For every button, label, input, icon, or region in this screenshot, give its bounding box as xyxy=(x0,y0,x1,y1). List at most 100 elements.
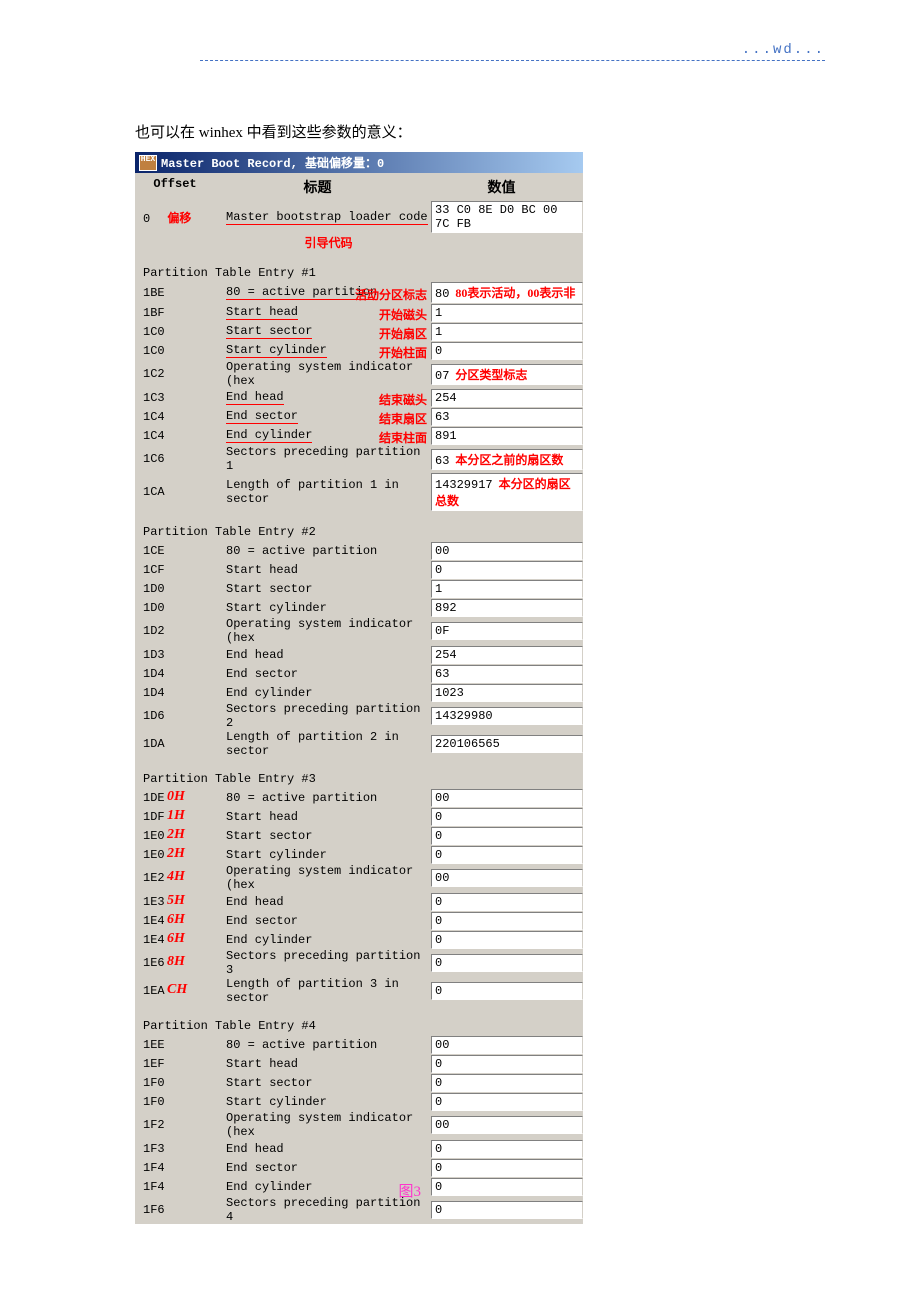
value-box[interactable]: 0 xyxy=(431,931,583,949)
row-title: 80 = active partition xyxy=(226,544,377,558)
table-row: 1DE0H80 = active partition00 xyxy=(135,788,583,807)
row-value: 0 xyxy=(435,984,442,998)
row-title: End sector xyxy=(226,409,298,424)
value-box[interactable]: 0F xyxy=(431,622,583,640)
row-title: Start head xyxy=(226,1057,298,1071)
value-box[interactable]: 0 xyxy=(431,342,583,360)
row-value: 1 xyxy=(435,325,442,339)
row-value: 0 xyxy=(435,895,442,909)
value-box[interactable]: 254 xyxy=(431,389,583,407)
value-box[interactable]: 1 xyxy=(431,304,583,322)
value-box[interactable]: 0 xyxy=(431,1201,583,1219)
value-box[interactable]: 0 xyxy=(431,893,583,911)
value-box[interactable]: 07分区类型标志 xyxy=(431,364,583,385)
value-box[interactable]: 0 xyxy=(431,982,583,1000)
value-box[interactable]: 00 xyxy=(431,869,583,887)
value-box[interactable]: 0 xyxy=(431,912,583,930)
value-box[interactable]: 63 xyxy=(431,665,583,683)
value-box[interactable]: 891 xyxy=(431,427,583,445)
value-box[interactable]: 63 xyxy=(431,408,583,426)
title-annotation: 结束磁头 xyxy=(379,391,427,408)
value-box[interactable]: 00 xyxy=(431,1116,583,1134)
row-title: End cylinder xyxy=(226,428,312,443)
row-value: 00 xyxy=(435,1118,449,1132)
offset-value: 1DE xyxy=(143,791,165,805)
table-row: 1CFStart head0 xyxy=(135,560,583,579)
offset-value: 1D0 xyxy=(143,601,165,615)
value-box[interactable]: 0 xyxy=(431,561,583,579)
offset-value: 1D4 xyxy=(143,667,165,681)
value-box[interactable]: 33 C0 8E D0 BC 00 7C FB xyxy=(431,201,583,233)
table-row: 1E68HSectors preceding partition 30 xyxy=(135,949,583,977)
row-value: 220106565 xyxy=(435,737,500,751)
table-row: 1CALength of partition 1 in sector143299… xyxy=(135,473,583,511)
row-title: End cylinder xyxy=(226,933,312,947)
table-row: 1D0Start sector1 xyxy=(135,579,583,598)
row-value: 254 xyxy=(435,648,457,662)
offset-value: 1DA xyxy=(143,737,165,751)
value-box[interactable]: 8080表示活动，00表示非 xyxy=(431,282,583,303)
row-title: End cylinder xyxy=(226,1180,312,1194)
value-box[interactable]: 1 xyxy=(431,580,583,598)
offset-value: 1D3 xyxy=(143,648,165,662)
value-box[interactable]: 0 xyxy=(431,954,583,972)
value-box[interactable]: 63本分区之前的扇区数 xyxy=(431,449,583,470)
value-box[interactable]: 14329917本分区的扇区总数 xyxy=(431,473,583,511)
offset-value: 1C0 xyxy=(143,344,165,358)
table-row: 1D3End head254 xyxy=(135,645,583,664)
row-title: End cylinder xyxy=(226,686,312,700)
row-value: 891 xyxy=(435,429,457,443)
table-row: 1DF1HStart head0 xyxy=(135,807,583,826)
row-title: Operating system indicator (hex xyxy=(226,864,413,892)
row-value: 0 xyxy=(435,1203,442,1217)
value-box[interactable]: 0 xyxy=(431,1178,583,1196)
offset-value: 1D6 xyxy=(143,709,165,723)
handwritten-offset: 0H xyxy=(167,789,185,805)
value-box[interactable]: 14329980 xyxy=(431,707,583,725)
offset-value: 1C0 xyxy=(143,325,165,339)
section-title: Partition Table Entry #1 xyxy=(135,252,583,282)
offset-value: 1F2 xyxy=(143,1118,165,1132)
row-value: 0 xyxy=(435,1095,442,1109)
value-box[interactable]: 0 xyxy=(431,1074,583,1092)
value-box[interactable]: 0 xyxy=(431,827,583,845)
header-link[interactable]: ...wd... xyxy=(742,42,825,58)
title-annotation: 引导代码 xyxy=(304,236,352,250)
value-box[interactable]: 220106565 xyxy=(431,735,583,753)
value-box[interactable]: 00 xyxy=(431,789,583,807)
offset-value: 1E2 xyxy=(143,871,165,885)
row-title: Length of partition 2 in sector xyxy=(226,730,399,758)
value-box[interactable]: 00 xyxy=(431,542,583,560)
value-box[interactable]: 254 xyxy=(431,646,583,664)
offset-value: 1D2 xyxy=(143,624,165,638)
offset-value: 1F4 xyxy=(143,1161,165,1175)
offset-value: 1E3 xyxy=(143,895,165,909)
table-row: 1F3End head0 xyxy=(135,1139,583,1158)
value-box[interactable]: 0 xyxy=(431,846,583,864)
offset-value: 1BE xyxy=(143,286,165,300)
offset-annotation: 偏移 xyxy=(167,211,191,225)
row-value: 0 xyxy=(435,1180,442,1194)
value-box[interactable]: 0 xyxy=(431,1159,583,1177)
value-box[interactable]: 1 xyxy=(431,323,583,341)
value-box[interactable]: 0 xyxy=(431,1055,583,1073)
value-box[interactable]: 1023 xyxy=(431,684,583,702)
row-value: 63 xyxy=(435,454,449,468)
row-value: 892 xyxy=(435,601,457,615)
handwritten-offset: 4H xyxy=(167,869,185,885)
value-box[interactable]: 0 xyxy=(431,808,583,826)
table-header: Offset 标题 数值 xyxy=(135,173,583,201)
value-box[interactable]: 0 xyxy=(431,1093,583,1111)
row-title: Start sector xyxy=(226,582,312,596)
value-box[interactable]: 0 xyxy=(431,1140,583,1158)
offset-value: 1CE xyxy=(143,544,165,558)
value-box[interactable]: 00 xyxy=(431,1036,583,1054)
row-title: Start head xyxy=(226,810,298,824)
value-box[interactable]: 892 xyxy=(431,599,583,617)
table-row: 1E02HStart cylinder0 xyxy=(135,845,583,864)
row-value: 0 xyxy=(435,933,442,947)
row-title: 80 = active partition xyxy=(226,1038,377,1052)
offset-value: 1D4 xyxy=(143,686,165,700)
table-row: 1F6Sectors preceding partition 40 xyxy=(135,1196,583,1224)
row-title: End sector xyxy=(226,914,298,928)
